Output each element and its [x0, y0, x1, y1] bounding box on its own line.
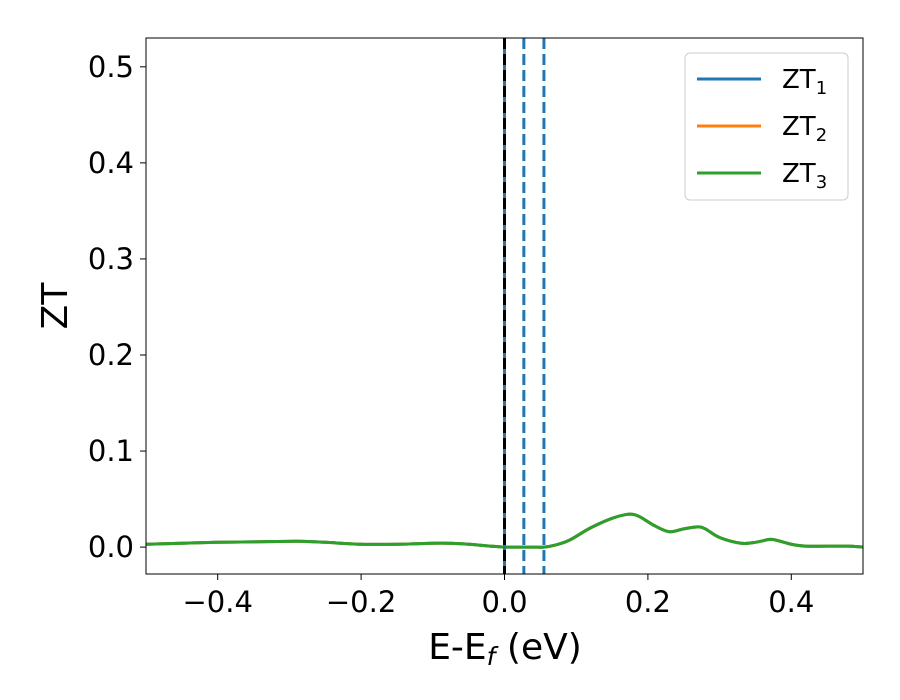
series-layer: [146, 512, 863, 549]
y-axis-label: ZT: [35, 282, 76, 330]
y-tick-label: 0.4: [88, 146, 134, 180]
series-line-zt3: [146, 512, 863, 549]
legend-frame: [684, 52, 849, 201]
x-tick-label: −0.4: [182, 585, 252, 619]
y-tick-label: 0.3: [88, 242, 134, 276]
tick-layer: −0.4 −0.2 0.0 0.2 0.4 0.0 0.1 0.2 0.3 0.4 0.5: [88, 50, 814, 619]
legend-label-zt3: ZT3: [782, 159, 827, 193]
x-axis-label: E-Ef (eV): [428, 627, 582, 671]
legend: ZT1 ZT2 ZT3: [684, 52, 849, 201]
vline-layer: [503, 38, 546, 574]
y-tick-label: 0.5: [88, 50, 134, 84]
x-tick-label: 0.4: [768, 585, 814, 619]
legend-label-zt2: ZT2: [782, 112, 827, 146]
x-tick-label: −0.2: [326, 585, 396, 619]
y-tick-label: 0.1: [88, 434, 134, 468]
x-tick-label: 0.0: [481, 585, 527, 619]
legend-label-zt1: ZT1: [782, 65, 827, 99]
y-tick-label: 0.2: [88, 338, 134, 372]
y-tick-label: 0.0: [88, 530, 134, 564]
x-tick-label: 0.2: [625, 585, 671, 619]
